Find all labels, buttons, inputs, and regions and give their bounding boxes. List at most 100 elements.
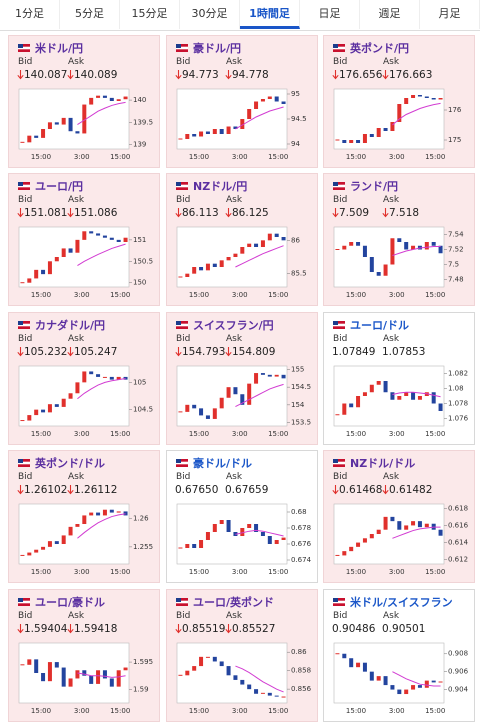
rate-card[interactable]: ユーロ/英ポンド Bid Ask 0.85519 0.85527 0.856 0.858 0.… bbox=[166, 589, 318, 722]
ask-price: 154.809 bbox=[232, 346, 276, 358]
candle bbox=[281, 374, 286, 379]
candle bbox=[240, 119, 245, 129]
tab[interactable]: 5分足 bbox=[60, 0, 120, 29]
candle bbox=[54, 541, 59, 544]
x-tick-label: 15:00 bbox=[346, 153, 366, 161]
y-tick-label: 1.076 bbox=[448, 415, 469, 423]
candle bbox=[41, 409, 46, 413]
candle bbox=[424, 242, 429, 250]
bid-value: 140.087 bbox=[17, 69, 67, 81]
rate-card[interactable]: 英ポンド/円 Bid Ask 176.656 176.663 175 176 15:00 3:0… bbox=[323, 35, 475, 168]
bid-value: 94.773 bbox=[175, 69, 219, 81]
y-tick-label: 0.678 bbox=[291, 524, 311, 532]
pair-title: 米ドル/円 bbox=[35, 42, 84, 55]
down-arrow bbox=[17, 624, 24, 634]
flag-band bbox=[176, 323, 188, 327]
rate-card[interactable]: ランド/円 Bid Ask 7.509 7.518 7.48 7.5 7.52 7.54 15:0… bbox=[323, 173, 475, 306]
moving-average bbox=[235, 665, 284, 693]
tab[interactable]: 日足 bbox=[300, 0, 360, 29]
ask-value: 1.26112 bbox=[67, 484, 117, 496]
rate-card[interactable]: NZドル/円 Bid Ask 86.113 86.125 85.5 86 15:00 3:00 1… bbox=[166, 173, 318, 306]
rate-card[interactable]: 豪ドル/円 Bid Ask 94.773 94.778 94 94.5 95 15:00 3:00… bbox=[166, 35, 318, 168]
candle bbox=[102, 509, 107, 516]
bid-price: 151.081 bbox=[24, 207, 68, 219]
candle bbox=[274, 374, 279, 377]
down-arrow bbox=[67, 485, 74, 495]
tab[interactable]: 15分足 bbox=[120, 0, 180, 29]
down-arrow bbox=[17, 347, 24, 357]
rate-card[interactable]: 米ドル/円 Bid Ask 140.087 140.089 139 139.5 140 15:0… bbox=[8, 35, 160, 168]
ask-label: Ask bbox=[383, 334, 400, 344]
bid-label: Bid bbox=[176, 195, 191, 205]
moving-average bbox=[77, 101, 126, 125]
moving-average bbox=[392, 671, 441, 687]
pair-title: ユーロ/豪ドル bbox=[35, 596, 106, 609]
candle bbox=[68, 526, 73, 536]
candle bbox=[219, 661, 224, 667]
bid-value: 86.113 bbox=[175, 207, 219, 219]
bid-price: 94.773 bbox=[182, 69, 219, 81]
candle bbox=[226, 126, 231, 134]
bid-price: 7.509 bbox=[339, 207, 370, 219]
candle bbox=[61, 398, 66, 407]
candle bbox=[411, 392, 416, 400]
flag-icon bbox=[18, 459, 30, 467]
tab[interactable]: 月足 bbox=[420, 0, 480, 29]
candle bbox=[226, 666, 231, 676]
y-tick-label: 1.26 bbox=[133, 514, 149, 522]
down-arrow bbox=[175, 624, 182, 634]
candle bbox=[185, 670, 190, 676]
candle bbox=[247, 109, 252, 119]
x-tick-label: 15:00 bbox=[346, 430, 366, 438]
candle bbox=[411, 521, 416, 526]
tab[interactable]: 1時間足 bbox=[240, 0, 300, 29]
candle bbox=[61, 667, 66, 687]
candle bbox=[356, 542, 361, 547]
candle bbox=[404, 689, 409, 695]
rate-card[interactable]: スイスフラン/円 Bid Ask 154.793 154.809 153.5 154 154.… bbox=[166, 312, 318, 445]
candle bbox=[116, 511, 121, 513]
y-tick-label: 1.59 bbox=[133, 685, 149, 693]
x-tick-label: 15:00 bbox=[425, 707, 445, 715]
candle bbox=[199, 408, 204, 416]
rate-card[interactable]: ユーロ/ドル Bid Ask 1.07849 1.07853 1.076 1.078 1.08… bbox=[323, 312, 475, 445]
candle bbox=[61, 248, 66, 257]
ask-label: Ask bbox=[226, 334, 243, 344]
ask-label: Ask bbox=[68, 195, 85, 205]
candle bbox=[41, 129, 46, 138]
ask-value: 0.61482 bbox=[382, 484, 432, 496]
ask-label: Ask bbox=[226, 611, 243, 621]
ask-price: 0.85527 bbox=[232, 623, 276, 635]
candle bbox=[116, 99, 121, 101]
rate-card[interactable]: ユーロ/円 Bid Ask 151.081 151.086 150 150.5 151 15:0… bbox=[8, 173, 160, 306]
candle bbox=[68, 678, 73, 687]
candle bbox=[383, 381, 388, 393]
y-tick-label: 0.856 bbox=[291, 685, 312, 693]
rate-card[interactable]: 米ドル/スイスフラン Bid Ask 0.90486 0.90501 0.904 0.906… bbox=[323, 589, 475, 722]
candle bbox=[404, 98, 409, 104]
y-tick-label: 0.612 bbox=[448, 556, 468, 564]
y-tick-label: 105 bbox=[133, 378, 146, 386]
rate-card[interactable]: 豪ドル/ドル Bid Ask 0.67650 0.67659 0.674 0.676 0.67… bbox=[166, 450, 318, 583]
tab[interactable]: 1分足 bbox=[0, 0, 60, 29]
y-tick-label: 1.08 bbox=[448, 385, 464, 393]
candle bbox=[89, 512, 94, 516]
down-arrow bbox=[332, 70, 339, 80]
rate-card[interactable]: NZドル/ドル Bid Ask 0.61468 0.61482 0.612 0.614 0.6… bbox=[323, 450, 475, 583]
moving-average bbox=[392, 526, 441, 539]
candle bbox=[349, 242, 354, 246]
rate-card[interactable]: 英ポンド/ドル Bid Ask 1.26102 1.26112 1.255 1.26 15:0… bbox=[8, 450, 160, 583]
candle bbox=[109, 678, 114, 687]
tab[interactable]: 週足 bbox=[360, 0, 420, 29]
candle bbox=[199, 267, 204, 271]
x-tick-label: 15:00 bbox=[110, 153, 130, 161]
y-tick-label: 0.86 bbox=[291, 648, 307, 656]
flag-band bbox=[176, 46, 188, 50]
y-tick-label: 86 bbox=[291, 236, 300, 244]
rate-card[interactable]: カナダドル/円 Bid Ask 105.232 105.247 104.5 105 15:00… bbox=[8, 312, 160, 445]
rate-card[interactable]: ユーロ/豪ドル Bid Ask 1.59404 1.59418 1.59 1.595 15:0… bbox=[8, 589, 160, 722]
tab[interactable]: 30分足 bbox=[180, 0, 240, 29]
x-tick-label: 15:00 bbox=[31, 291, 51, 299]
x-tick-label: 15:00 bbox=[425, 153, 445, 161]
x-tick-label: 15:00 bbox=[268, 430, 288, 438]
